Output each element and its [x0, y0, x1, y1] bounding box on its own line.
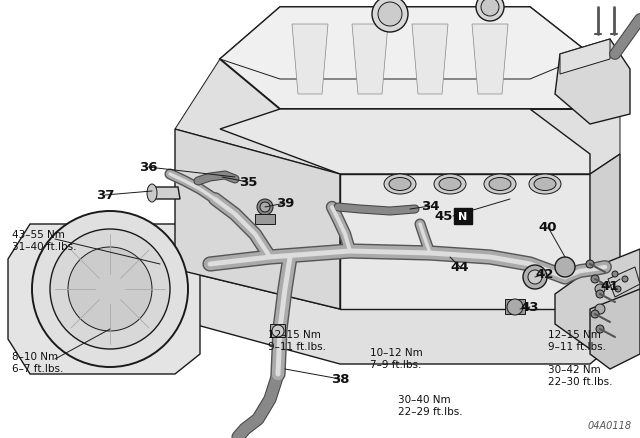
Text: 35: 35	[239, 176, 257, 189]
Circle shape	[32, 212, 188, 367]
Polygon shape	[472, 25, 508, 95]
Circle shape	[257, 200, 273, 215]
Circle shape	[612, 272, 618, 277]
Circle shape	[555, 258, 575, 277]
Polygon shape	[560, 40, 610, 75]
Polygon shape	[175, 8, 620, 175]
Ellipse shape	[484, 175, 516, 194]
Text: 43: 43	[521, 301, 540, 314]
Circle shape	[481, 0, 499, 17]
Ellipse shape	[384, 175, 416, 194]
Text: N: N	[458, 212, 468, 222]
Circle shape	[50, 230, 170, 349]
Circle shape	[595, 262, 605, 272]
Ellipse shape	[534, 178, 556, 191]
Text: 39: 39	[276, 197, 294, 210]
Circle shape	[476, 0, 504, 22]
Text: 37: 37	[96, 189, 114, 202]
Circle shape	[528, 270, 542, 284]
Circle shape	[622, 276, 628, 283]
Circle shape	[595, 304, 605, 314]
Text: 12–15 Nm
9–11 ft.lbs.: 12–15 Nm 9–11 ft.lbs.	[548, 329, 606, 352]
Text: 42: 42	[536, 268, 554, 281]
Circle shape	[615, 286, 621, 292]
Circle shape	[591, 310, 599, 318]
Polygon shape	[220, 8, 590, 80]
Text: 04A0118: 04A0118	[588, 420, 632, 430]
Circle shape	[378, 3, 402, 27]
Polygon shape	[270, 324, 285, 337]
Text: 34: 34	[420, 200, 439, 213]
Ellipse shape	[147, 184, 157, 202]
Polygon shape	[555, 249, 640, 349]
Text: 10–12 Nm
7–9 ft.lbs.: 10–12 Nm 7–9 ft.lbs.	[370, 347, 423, 370]
Polygon shape	[412, 25, 448, 95]
Polygon shape	[255, 215, 275, 225]
Ellipse shape	[389, 178, 411, 191]
Polygon shape	[340, 175, 590, 309]
Circle shape	[596, 325, 604, 333]
Polygon shape	[150, 187, 180, 200]
Polygon shape	[590, 155, 620, 309]
Circle shape	[523, 265, 547, 290]
Polygon shape	[292, 25, 328, 95]
Text: 40: 40	[539, 221, 557, 234]
Polygon shape	[175, 269, 620, 364]
Circle shape	[372, 0, 408, 33]
Circle shape	[595, 284, 605, 294]
Ellipse shape	[434, 175, 466, 194]
Text: 12–15 Nm
9–11 ft.lbs.: 12–15 Nm 9–11 ft.lbs.	[268, 329, 326, 352]
Circle shape	[272, 325, 284, 337]
Polygon shape	[220, 8, 590, 110]
Text: 45: 45	[435, 210, 453, 223]
Text: 43–55 Nm
31–40 ft.lbs.: 43–55 Nm 31–40 ft.lbs.	[12, 230, 77, 252]
Circle shape	[260, 202, 270, 212]
Text: 41: 41	[601, 280, 619, 293]
FancyBboxPatch shape	[454, 208, 472, 225]
Polygon shape	[220, 110, 590, 175]
Polygon shape	[555, 40, 630, 125]
Text: 30–40 Nm
22–29 ft.lbs.: 30–40 Nm 22–29 ft.lbs.	[398, 394, 463, 417]
Ellipse shape	[489, 178, 511, 191]
Circle shape	[596, 290, 604, 298]
Text: 30–42 Nm
22–30 ft.lbs.: 30–42 Nm 22–30 ft.lbs.	[548, 364, 612, 386]
Polygon shape	[590, 290, 640, 369]
Polygon shape	[352, 25, 388, 95]
Polygon shape	[608, 267, 640, 297]
Ellipse shape	[439, 178, 461, 191]
Text: 8–10 Nm
6–7 ft.lbs.: 8–10 Nm 6–7 ft.lbs.	[12, 351, 63, 374]
Text: 44: 44	[451, 261, 469, 274]
Ellipse shape	[529, 175, 561, 194]
Circle shape	[591, 276, 599, 283]
Circle shape	[507, 299, 523, 315]
Polygon shape	[505, 299, 525, 314]
Circle shape	[68, 247, 152, 331]
Polygon shape	[175, 130, 340, 309]
Text: 38: 38	[331, 373, 349, 385]
Circle shape	[586, 261, 594, 268]
Text: 36: 36	[139, 161, 157, 174]
Polygon shape	[8, 225, 200, 374]
